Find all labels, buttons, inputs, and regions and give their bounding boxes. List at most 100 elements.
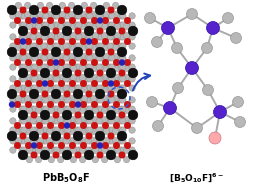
Circle shape bbox=[43, 22, 49, 28]
Circle shape bbox=[40, 68, 50, 78]
Circle shape bbox=[109, 118, 115, 124]
Circle shape bbox=[70, 39, 75, 44]
Circle shape bbox=[32, 55, 38, 61]
Circle shape bbox=[96, 97, 102, 103]
Circle shape bbox=[51, 89, 61, 99]
Circle shape bbox=[19, 138, 25, 144]
Circle shape bbox=[81, 53, 88, 60]
Circle shape bbox=[87, 118, 93, 124]
Circle shape bbox=[214, 105, 226, 119]
Circle shape bbox=[46, 2, 53, 9]
Circle shape bbox=[32, 64, 38, 70]
Circle shape bbox=[74, 118, 80, 124]
Circle shape bbox=[31, 28, 37, 34]
Circle shape bbox=[119, 70, 125, 76]
Circle shape bbox=[109, 127, 115, 133]
Circle shape bbox=[21, 22, 27, 28]
Circle shape bbox=[95, 5, 105, 15]
Circle shape bbox=[42, 7, 48, 13]
Circle shape bbox=[19, 106, 25, 112]
Circle shape bbox=[7, 5, 17, 15]
Circle shape bbox=[20, 133, 26, 139]
Circle shape bbox=[119, 152, 125, 158]
Circle shape bbox=[32, 34, 38, 40]
Circle shape bbox=[52, 147, 58, 153]
Circle shape bbox=[108, 49, 114, 55]
Circle shape bbox=[48, 23, 55, 30]
Circle shape bbox=[103, 44, 110, 51]
Circle shape bbox=[42, 133, 48, 139]
Circle shape bbox=[57, 65, 64, 72]
Circle shape bbox=[203, 84, 214, 95]
Circle shape bbox=[85, 118, 91, 124]
Circle shape bbox=[75, 152, 81, 158]
Circle shape bbox=[92, 39, 97, 44]
Circle shape bbox=[62, 150, 72, 160]
Circle shape bbox=[96, 118, 102, 124]
Circle shape bbox=[81, 18, 86, 23]
Circle shape bbox=[129, 43, 135, 49]
Circle shape bbox=[118, 76, 124, 82]
Circle shape bbox=[24, 128, 31, 135]
Circle shape bbox=[119, 28, 125, 34]
Circle shape bbox=[52, 106, 58, 112]
Circle shape bbox=[73, 47, 83, 57]
Circle shape bbox=[103, 18, 108, 23]
Circle shape bbox=[64, 7, 70, 13]
Circle shape bbox=[109, 76, 115, 82]
Circle shape bbox=[129, 97, 135, 103]
Circle shape bbox=[103, 137, 110, 144]
Circle shape bbox=[43, 97, 49, 103]
Circle shape bbox=[10, 85, 16, 91]
Circle shape bbox=[123, 156, 130, 163]
Circle shape bbox=[65, 85, 71, 91]
Circle shape bbox=[96, 76, 102, 82]
Circle shape bbox=[114, 23, 121, 30]
Circle shape bbox=[128, 68, 138, 78]
Circle shape bbox=[98, 18, 102, 23]
Circle shape bbox=[29, 131, 39, 141]
Circle shape bbox=[68, 128, 75, 135]
Circle shape bbox=[90, 2, 97, 9]
Circle shape bbox=[74, 64, 80, 70]
Circle shape bbox=[173, 83, 184, 94]
Circle shape bbox=[43, 34, 49, 40]
Circle shape bbox=[62, 68, 72, 78]
Circle shape bbox=[26, 23, 33, 30]
Circle shape bbox=[103, 2, 110, 9]
Circle shape bbox=[125, 81, 130, 86]
Circle shape bbox=[74, 34, 80, 40]
Circle shape bbox=[32, 18, 36, 23]
Circle shape bbox=[43, 106, 49, 112]
Circle shape bbox=[114, 39, 119, 44]
Circle shape bbox=[76, 34, 82, 40]
Circle shape bbox=[74, 55, 80, 61]
Circle shape bbox=[52, 85, 58, 91]
Circle shape bbox=[129, 55, 135, 61]
Circle shape bbox=[10, 55, 16, 61]
Circle shape bbox=[109, 97, 115, 103]
Circle shape bbox=[90, 95, 97, 102]
Circle shape bbox=[101, 147, 108, 154]
Circle shape bbox=[54, 85, 60, 91]
Circle shape bbox=[129, 106, 135, 112]
Circle shape bbox=[103, 53, 110, 60]
Circle shape bbox=[107, 118, 113, 124]
Circle shape bbox=[125, 123, 130, 128]
Circle shape bbox=[15, 86, 22, 93]
Circle shape bbox=[15, 102, 20, 107]
Circle shape bbox=[19, 127, 25, 133]
Circle shape bbox=[118, 97, 124, 103]
Circle shape bbox=[24, 95, 31, 102]
Circle shape bbox=[68, 53, 75, 60]
Circle shape bbox=[41, 106, 47, 112]
Circle shape bbox=[30, 85, 36, 91]
Circle shape bbox=[19, 22, 25, 28]
Circle shape bbox=[118, 147, 124, 153]
Circle shape bbox=[59, 81, 64, 86]
Circle shape bbox=[81, 44, 88, 51]
Circle shape bbox=[20, 91, 26, 97]
Circle shape bbox=[123, 74, 130, 81]
Circle shape bbox=[21, 106, 27, 112]
Circle shape bbox=[26, 123, 31, 128]
